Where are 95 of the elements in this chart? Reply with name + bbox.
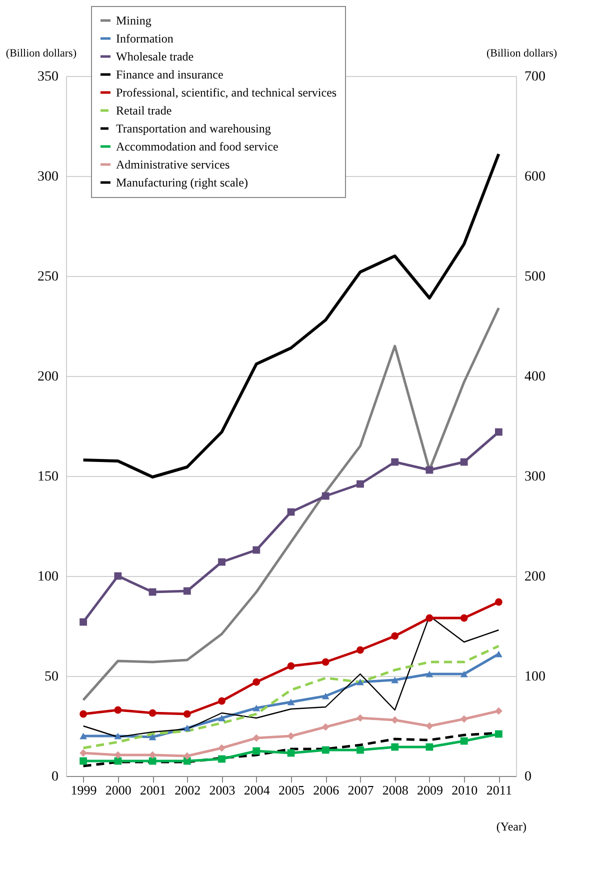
point xyxy=(252,747,260,755)
legend-label: Finance and insurance xyxy=(116,68,224,82)
point xyxy=(80,618,88,626)
x-tick-label: 2007 xyxy=(348,782,374,798)
y-tick-label: 0 xyxy=(52,770,58,784)
point xyxy=(218,697,226,705)
x-tick-label: 2009 xyxy=(416,782,443,798)
point xyxy=(356,480,364,488)
y-tick-label: 50 xyxy=(44,670,58,684)
point xyxy=(148,709,156,717)
point xyxy=(426,722,434,730)
point xyxy=(322,492,330,500)
x-tick-label: 2000 xyxy=(105,782,132,798)
point xyxy=(114,572,122,580)
x-tick-label: 2006 xyxy=(313,782,340,798)
point xyxy=(287,698,295,706)
point xyxy=(218,558,226,566)
point xyxy=(494,598,502,606)
point xyxy=(80,757,88,765)
legend-label: Administrative services xyxy=(116,158,230,172)
x-axis-title: (Year) xyxy=(496,820,526,834)
point xyxy=(252,546,260,554)
point xyxy=(426,670,434,678)
point xyxy=(287,662,295,670)
point xyxy=(356,678,364,686)
legend-label: Information xyxy=(116,32,174,46)
legend-label: Wholesale trade xyxy=(116,50,194,64)
y2-tick-label: 700 xyxy=(524,70,546,84)
x-tick-label: 2004 xyxy=(244,782,270,798)
point xyxy=(218,714,226,722)
y-tick-label: 300 xyxy=(38,170,58,184)
y2-tick-label: 100 xyxy=(524,670,546,684)
legend-label: Manufacturing (right scale) xyxy=(116,176,248,190)
point xyxy=(391,676,399,684)
y-tick-label: 200 xyxy=(38,370,58,384)
point xyxy=(494,707,502,715)
point xyxy=(80,710,88,718)
point xyxy=(494,428,502,436)
legend-label: Transportation and warehousing xyxy=(116,122,271,136)
point xyxy=(426,614,434,622)
point xyxy=(322,746,330,754)
y2-axis-title: (Billion dollars) xyxy=(486,48,558,60)
line-series xyxy=(82,306,500,702)
y-tick-label: 150 xyxy=(38,470,58,484)
point xyxy=(391,716,399,724)
point xyxy=(183,724,191,732)
y2-tick-label: 200 xyxy=(524,570,546,584)
point xyxy=(80,732,88,740)
point xyxy=(460,737,468,745)
point xyxy=(218,755,226,763)
point xyxy=(322,692,330,700)
line-series xyxy=(82,152,500,478)
y-tick-label: 100 xyxy=(38,570,58,584)
legend-label: Accommodation and food service xyxy=(116,140,278,154)
y-tick-label: 350 xyxy=(38,70,58,84)
point xyxy=(322,658,330,666)
point xyxy=(460,715,468,723)
x-tick-label: 2001 xyxy=(140,782,166,798)
point xyxy=(494,650,502,658)
point xyxy=(356,646,364,654)
x-tick-label: 2002 xyxy=(174,782,201,798)
point xyxy=(183,710,191,718)
point xyxy=(114,732,122,740)
legend-label: Professional, scientific, and technical services xyxy=(116,86,337,100)
point xyxy=(460,670,468,678)
x-tick-label: 1999 xyxy=(70,782,97,798)
x-tick-label: 2005 xyxy=(278,782,304,798)
x-tick-label: 2008 xyxy=(382,782,408,798)
point xyxy=(494,730,502,738)
legend-label: Retail trade xyxy=(116,104,172,118)
y2-tick-label: 300 xyxy=(524,470,546,484)
y-tick-label: 250 xyxy=(38,270,58,284)
y2-tick-label: 0 xyxy=(524,770,532,784)
y2-tick-label: 600 xyxy=(524,170,546,184)
point xyxy=(391,743,399,751)
y2-tick-label: 500 xyxy=(524,270,546,284)
x-tick-label: 2003 xyxy=(209,782,236,798)
point xyxy=(460,458,468,466)
point xyxy=(114,706,122,714)
point xyxy=(148,734,156,740)
point xyxy=(114,757,122,765)
point xyxy=(252,678,260,686)
point xyxy=(460,614,468,622)
point xyxy=(287,732,295,740)
legend-label: Mining xyxy=(116,14,152,28)
x-tick-label: 2011 xyxy=(486,782,512,798)
point xyxy=(252,704,260,712)
point xyxy=(183,587,191,595)
point xyxy=(356,746,364,754)
x-tick-label: 2010 xyxy=(452,782,478,798)
y2-tick-label: 400 xyxy=(524,370,546,384)
point xyxy=(391,632,399,640)
y-axis-title: (Billion dollars) xyxy=(6,48,77,60)
point xyxy=(391,458,399,466)
point xyxy=(322,723,330,731)
